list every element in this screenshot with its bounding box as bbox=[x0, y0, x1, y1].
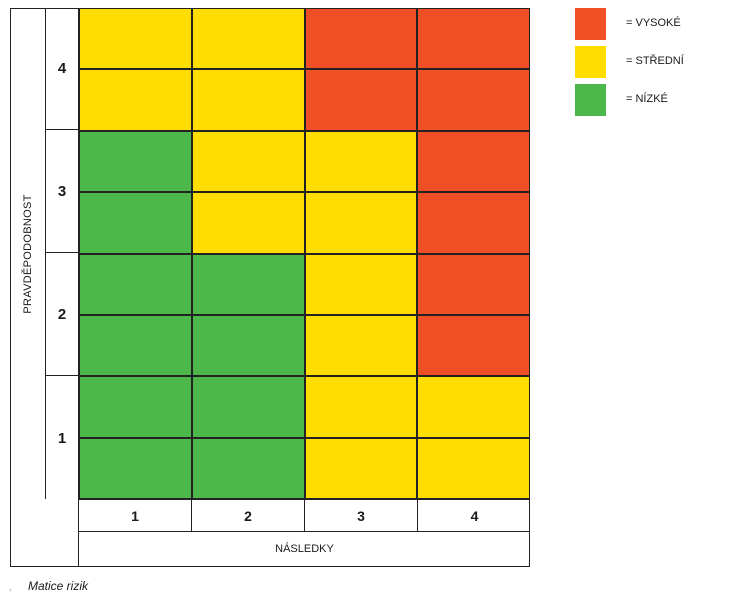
matrix-cell-high bbox=[417, 130, 530, 193]
matrix-cell-medium bbox=[417, 376, 530, 438]
matrix-cell-low bbox=[191, 314, 305, 377]
matrix-cell-high bbox=[304, 8, 418, 70]
matrix-cell-medium bbox=[417, 437, 530, 499]
matrix-cell-medium bbox=[79, 8, 192, 70]
matrix-cell-low bbox=[79, 192, 192, 254]
figure-caption: Matice rizik bbox=[28, 579, 89, 593]
matrix-cell-low bbox=[79, 314, 192, 377]
matrix-cell-medium bbox=[79, 69, 192, 131]
matrix-cell-low bbox=[79, 253, 192, 315]
matrix-cell-medium bbox=[191, 69, 305, 131]
matrix-cell-high bbox=[417, 253, 530, 315]
x-tick-label: 2 bbox=[192, 500, 305, 531]
matrix-cell-medium bbox=[304, 314, 418, 377]
matrix-cell-high bbox=[417, 69, 530, 131]
legend-label-low: = NÍZKÉ bbox=[626, 93, 668, 105]
y-axis-title-column: PRAVDĚPODOBNOST bbox=[10, 8, 46, 499]
matrix-cell-medium bbox=[191, 8, 305, 70]
legend-label-high: = VYSOKÉ bbox=[626, 17, 681, 29]
legend-swatch-low bbox=[575, 84, 606, 116]
y-tick-label: 4 bbox=[45, 8, 79, 130]
y-tick-label: 3 bbox=[45, 131, 79, 253]
matrix-cell-medium bbox=[191, 192, 305, 254]
matrix-cell-medium bbox=[191, 130, 305, 193]
matrix-cell-low bbox=[79, 437, 192, 499]
matrix-cell-medium bbox=[304, 253, 418, 315]
x-axis-labels: 1 2 3 4 bbox=[78, 499, 530, 532]
risk-matrix-grid bbox=[78, 8, 530, 499]
x-axis-title: NÁSLEDKY bbox=[275, 543, 334, 555]
matrix-cell-low bbox=[79, 376, 192, 438]
matrix-cell-low bbox=[79, 130, 192, 193]
x-tick-label: 4 bbox=[470, 507, 479, 524]
matrix-cell-high bbox=[417, 314, 530, 377]
matrix-cell-medium bbox=[304, 192, 418, 254]
x-tick-label: 1 bbox=[79, 500, 192, 531]
x-axis-title-row: NÁSLEDKY bbox=[78, 531, 530, 567]
matrix-cell-high bbox=[417, 192, 530, 254]
legend-swatch-medium bbox=[575, 46, 606, 78]
caption-mark: , bbox=[9, 582, 12, 592]
matrix-cell-medium bbox=[304, 437, 418, 499]
y-tick-label: 1 bbox=[57, 429, 67, 447]
legend-label-medium: = STŘEDNÍ bbox=[626, 55, 684, 67]
matrix-cell-low bbox=[191, 437, 305, 499]
matrix-cell-high bbox=[417, 8, 530, 70]
matrix-cell-medium bbox=[304, 376, 418, 438]
y-tick-label: 2 bbox=[45, 254, 79, 376]
matrix-cell-low bbox=[191, 376, 305, 438]
legend-swatch-high bbox=[575, 8, 606, 40]
matrix-cell-medium bbox=[304, 130, 418, 193]
x-tick-label: 3 bbox=[305, 500, 418, 531]
matrix-cell-high bbox=[304, 69, 418, 131]
matrix-cell-low bbox=[191, 253, 305, 315]
y-axis-title: PRAVDĚPODOBNOST bbox=[21, 193, 34, 314]
y-axis-labels: 4 3 2 1 bbox=[45, 8, 79, 499]
